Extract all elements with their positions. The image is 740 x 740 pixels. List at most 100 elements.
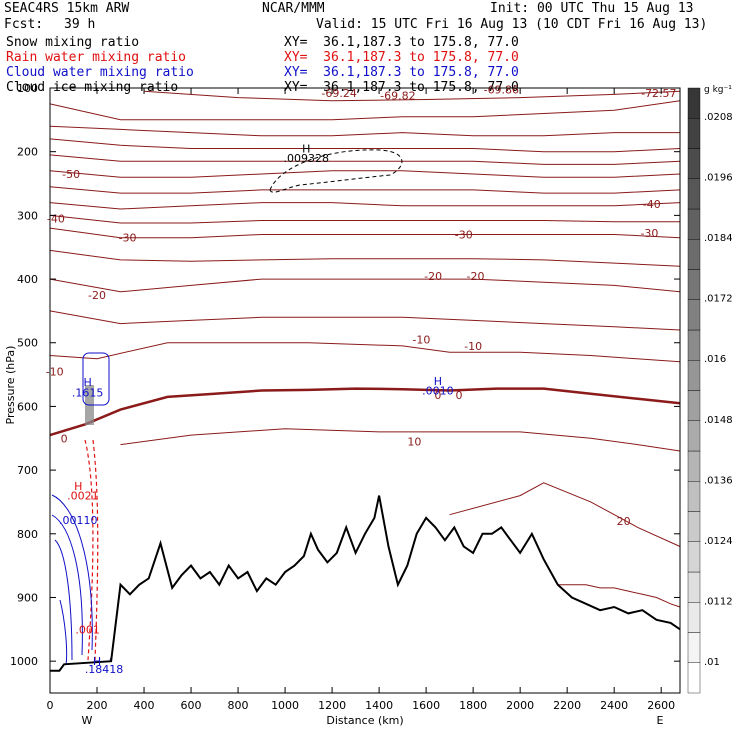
contour-label: -40: [643, 198, 661, 211]
extremum-label: .1615: [72, 386, 104, 399]
x-tick-label: 2400: [600, 699, 628, 712]
contour-label: -10: [464, 340, 482, 353]
colorbar-swatch: [687, 118, 701, 149]
x-tick-label: 200: [87, 699, 108, 712]
colorbar-tick-label: .0196: [704, 173, 733, 184]
x-tick-label: 1600: [412, 699, 440, 712]
field-xy-cloud-water: XY= 36.1,187.3 to 175.8, 77.0: [284, 65, 519, 80]
x-tick-label: 2000: [506, 699, 534, 712]
terrain-layer: [50, 495, 681, 693]
colorbar-swatch: [687, 208, 701, 240]
isotherm-line: [49, 310, 681, 331]
field-name-rain: Rain water mixing ratio: [6, 50, 187, 65]
colorbar-tick-label: .0148: [704, 415, 733, 426]
x-tick-label: 1000: [271, 699, 299, 712]
isotherm-line: [49, 214, 680, 224]
colorbar-swatch: [687, 420, 701, 452]
isotherm-20: [449, 482, 681, 547]
extremum-label: .0021: [67, 490, 99, 503]
isotherm-line: [49, 125, 680, 137]
fcst-label: Fcst:: [4, 17, 44, 32]
x-tick-label: 2200: [553, 699, 581, 712]
isotherm-line: [49, 249, 681, 267]
x-tick-label: 1400: [365, 699, 393, 712]
colorbar-swatch: [687, 178, 701, 210]
contour-label: -69.82: [380, 90, 415, 103]
x-tick-label: 2600: [647, 699, 675, 712]
colorbar-swatch: [687, 481, 701, 512]
contour-label: -20: [424, 270, 442, 283]
contour-label: 20: [617, 515, 631, 528]
extremum-label: H: [74, 480, 82, 493]
isotherm-m50: [49, 170, 681, 178]
hydrometeor-layer: [51, 149, 403, 666]
contour-label: -20: [88, 289, 106, 302]
cloud-water-contours-low: [51, 494, 147, 666]
y-tick-label: 700: [17, 464, 38, 477]
colorbar-swatch: [687, 269, 701, 300]
terrain-fill: [50, 495, 680, 693]
cloud-water-contour-high: [82, 352, 110, 406]
extremum-label: H: [93, 655, 101, 668]
isotherm-m30: [49, 227, 681, 239]
x-tick-label: 800: [228, 699, 249, 712]
field-name-snow: Snow mixing ratio: [6, 35, 140, 50]
colorbar-tick-label: .0112: [704, 596, 733, 607]
colorbar-swatch: [687, 662, 701, 694]
contour-label: -10: [412, 334, 430, 347]
fcst-value: 39 h: [64, 17, 96, 32]
y-tick-label: 800: [17, 528, 38, 541]
extremum-label: .18418: [85, 663, 124, 676]
colorbar-tick-label: .0208: [704, 112, 733, 123]
colorbar-tick-label: .0124: [704, 536, 733, 547]
x-tick-label: 400: [134, 699, 155, 712]
colorbar-swatch: [687, 239, 701, 270]
colorbar-swatch: [687, 87, 701, 119]
extremum-label: H: [83, 376, 91, 389]
colorbar-swatch: [687, 360, 701, 391]
colorbar-swatch: [687, 450, 701, 482]
contour-label: 0: [434, 389, 441, 402]
y-tick-label: 600: [17, 400, 38, 413]
isotherm-m20: [49, 278, 681, 293]
contour-label: -30: [119, 232, 137, 245]
y-tick-label: 1000: [10, 655, 38, 668]
isotherm-line: [143, 90, 681, 102]
y-axis-label: Pressure (hPa): [4, 346, 17, 425]
extremum-label: .009328: [283, 152, 329, 165]
colorbar: .01 .0112 .0124 .0136 .0148 .016 .0172 .0184 .01…: [687, 87, 733, 694]
terrain-line: [50, 495, 681, 672]
colorbar-swatch: [687, 299, 701, 331]
contour-label: -20: [467, 270, 485, 283]
model-title: SEAC4RS 15km ARW: [4, 1, 130, 16]
rain-contour-dashed: [84, 439, 99, 661]
x-tick-label: 0: [47, 699, 54, 712]
y-tick-label: 500: [17, 337, 38, 350]
contour-label: -69.24: [321, 87, 356, 100]
isotherm-m40: [49, 202, 681, 210]
colorbar-swatch: [687, 571, 701, 603]
y-tick-label: 900: [17, 591, 38, 604]
colorbar-swatch: [687, 390, 701, 421]
extremum-label: .00110: [59, 514, 98, 527]
colorbar-swatch: [687, 148, 701, 179]
isotherm-line: [49, 186, 681, 194]
x-tick-label: 600: [181, 699, 202, 712]
x-axis-label: Distance (km): [326, 714, 403, 727]
plot-frame: [49, 87, 681, 694]
colorbar-tick-label: .01: [704, 657, 720, 668]
isotherm-line: [49, 154, 681, 165]
extremum-label: H: [434, 375, 442, 388]
colorbar-tick-label: .0184: [704, 233, 733, 244]
x-end-label-left: W: [82, 714, 93, 727]
colorbar-swatch: [687, 541, 701, 573]
extremum-label: H: [302, 143, 310, 156]
field-xy-rain: XY= 36.1,187.3 to 175.8, 77.0: [284, 50, 519, 65]
contour-label: 0: [61, 432, 68, 445]
isotherm-line: [49, 138, 681, 153]
x-end-label-right: E: [657, 714, 664, 727]
colorbar-tick-label: .0136: [704, 475, 733, 486]
colorbar-tick-label: .0172: [704, 294, 733, 305]
axes-layer: 0 200 400 600 800 1000 1200 1400 1600 1800 2000 220…: [10, 87, 681, 712]
isotherm-layer: [49, 90, 681, 547]
